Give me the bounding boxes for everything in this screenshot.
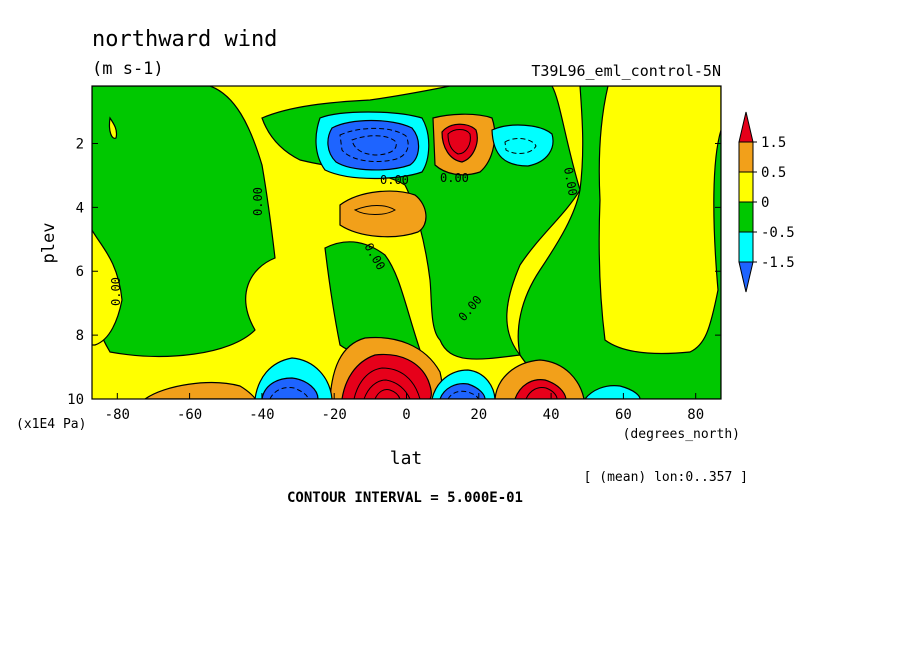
y-tick-label: 2	[76, 136, 84, 152]
colorbar: 1.5 0.5 0 -0.5 -1.5	[738, 111, 795, 293]
x-tick-label: 20	[470, 407, 487, 423]
contour-label: 0.00	[109, 277, 123, 306]
yellow-region-right	[598, 86, 721, 355]
x-tick-label: 40	[543, 407, 560, 423]
y-tick-label: 10	[67, 392, 84, 408]
blue-region-surface-left	[261, 377, 319, 399]
colorbar-label: 0	[761, 195, 769, 211]
colorbar-swatch	[738, 201, 754, 233]
y-tick-label: 6	[76, 264, 84, 280]
colorbar-label: -1.5	[761, 255, 795, 271]
x-tick-label: -40	[249, 407, 274, 423]
contour-label: 0.00	[561, 166, 580, 197]
colorbar-swatch	[738, 231, 754, 263]
y-axis: 2 4 6 8 10	[67, 136, 721, 408]
x-axis-label: lat	[390, 448, 423, 469]
x-tick-label: 80	[687, 407, 704, 423]
x-units-label: (degrees_north)	[623, 427, 740, 442]
cyan-region-upper-right	[491, 124, 554, 167]
x-axis: -80 -60 -40 -20 0 20 40 60 80	[105, 393, 704, 423]
x-tick-label: 60	[615, 407, 632, 423]
colorbar-swatch	[738, 171, 754, 203]
orange-region-surface-left	[143, 382, 256, 399]
cyan-region-surface-right	[584, 385, 641, 399]
y-axis-label: plev	[39, 223, 59, 264]
positive-contours	[353, 129, 558, 399]
yellow-region-left-low	[92, 229, 123, 346]
chart-subtitle: (m s-1)	[92, 59, 164, 79]
negative-contours	[269, 127, 537, 399]
y-units-label: (x1E4 Pa)	[16, 417, 86, 432]
red-region-upper	[441, 123, 478, 163]
chart-title: northward wind	[92, 27, 277, 52]
red-region-surface-center	[341, 353, 432, 399]
x-tick-label: 0	[402, 407, 410, 423]
dataset-label: T39L96_eml_control-5N	[531, 62, 721, 80]
x-tick-label: -80	[105, 407, 130, 423]
contour-label: 0.00	[380, 173, 409, 187]
yellow-island-left	[108, 116, 118, 139]
colorbar-bottom-arrow	[738, 261, 754, 293]
contour-label: 0.00	[440, 171, 469, 185]
colorbar-label: 1.5	[761, 135, 786, 151]
plot-area: 0.00 0.00 0.00 0.00 0.00 0.00 0.00	[92, 86, 721, 399]
colorbar-label: 0.5	[761, 165, 786, 181]
contour-interval-label: CONTOUR INTERVAL = 5.000E-01	[287, 490, 523, 506]
contour-label: 0.00	[251, 187, 265, 216]
colorbar-label: -0.5	[761, 225, 795, 241]
y-tick-label: 8	[76, 328, 84, 344]
colorbar-top-arrow	[738, 111, 754, 143]
red-region-surface-right	[514, 379, 567, 399]
x-tick-label: -20	[322, 407, 347, 423]
y-tick-label: 4	[76, 200, 84, 216]
colorbar-swatch	[738, 141, 754, 173]
x-tick-label: -60	[177, 407, 202, 423]
averaging-note: [ (mean) lon:0..357 ]	[584, 470, 748, 485]
blue-region-upper	[327, 119, 420, 171]
green-region-left	[92, 86, 276, 357]
